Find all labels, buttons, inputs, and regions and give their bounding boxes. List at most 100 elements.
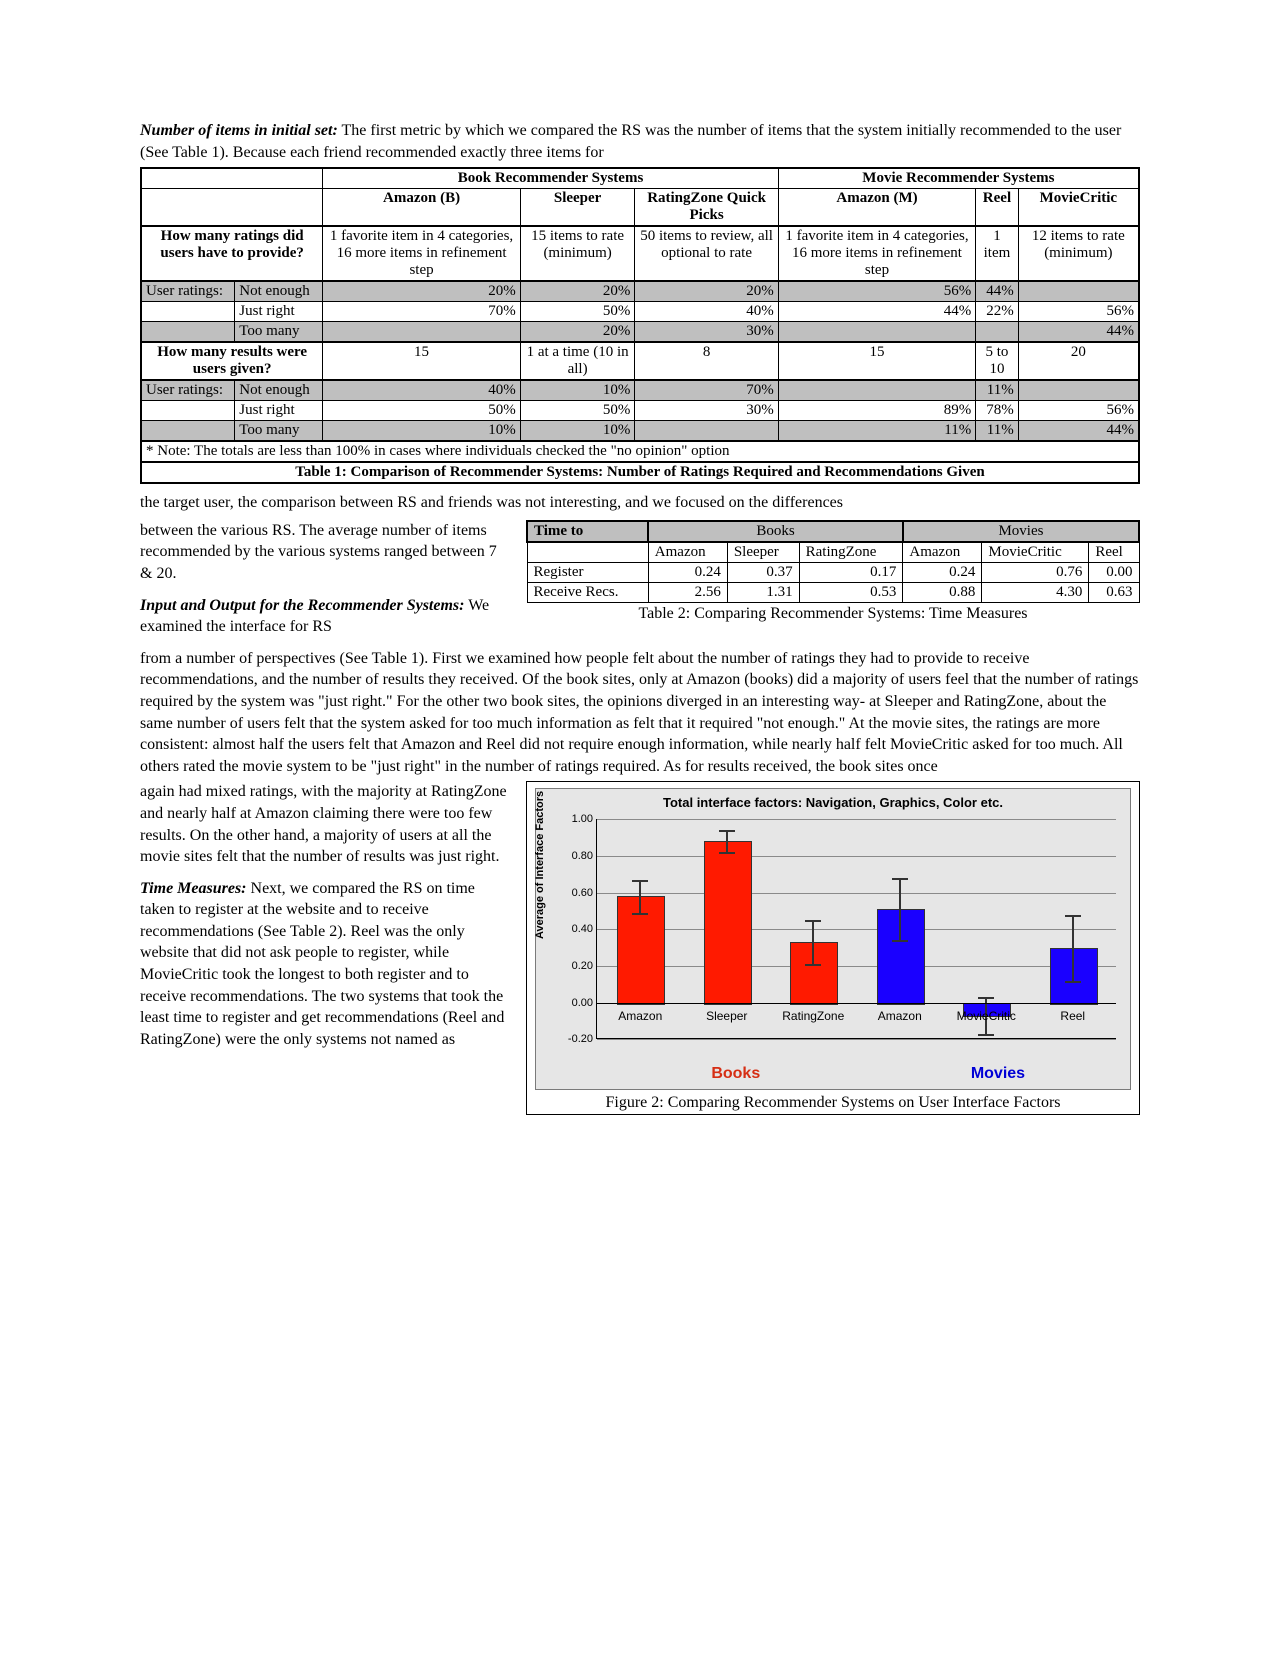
t2-col: Amazon [648,542,727,563]
t1-val [323,322,520,343]
t1-val: 70% [635,380,778,401]
t1-val: 44% [1018,322,1139,343]
chart-xtick: Sleeper [706,1009,747,1023]
t2-val: 0.24 [903,562,982,582]
t1-urlabel2: User ratings: [141,380,235,401]
chart-ytick: 0.60 [555,887,593,899]
t1-val: 50% [323,401,520,421]
mid-p1-full: the target user, the comparison between … [140,492,1140,514]
t1-val: 20% [635,281,778,302]
t1-q2val: 15 [323,342,520,380]
chart-xtick: Amazon [618,1009,662,1023]
t2-val: 0.76 [982,562,1089,582]
t2-val: 0.24 [648,562,727,582]
t1-val: 89% [778,401,975,421]
chart-bar [704,841,752,1004]
t1-val: 20% [520,281,635,302]
chart-bar [790,942,838,1005]
t2-col: RatingZone [799,542,903,563]
chart-ytick: 0.00 [555,997,593,1009]
t1-val: 30% [635,401,778,421]
t1-q2val: 8 [635,342,778,380]
t1-caption: Table 1: Comparison of Recommender Syste… [141,462,1139,483]
t1-q1val: 1 favorite item in 4 categories, 16 more… [323,226,520,281]
body2: from a number of perspectives (See Table… [140,648,1140,778]
t1-r2b-label: Just right [235,401,323,421]
t1-col: Amazon (B) [323,189,520,227]
t1-val: 50% [520,302,635,322]
t2-g2: Movies [903,521,1139,542]
t2-val: 0.00 [1089,562,1139,582]
t1-val: 11% [976,380,1018,401]
t2-val: 4.30 [982,582,1089,602]
t1-q1val: 15 items to rate (minimum) [520,226,635,281]
t1-q2val: 15 [778,342,975,380]
t1-val: 40% [635,302,778,322]
t1-val: 10% [520,380,635,401]
chart-xtick: MovieCritic [957,1009,1016,1023]
t1-val [635,421,778,442]
t1-r1a-label: Not enough [235,281,323,302]
t2-r0-label: Register [527,562,648,582]
t1-val [778,380,975,401]
t1-r2a-label: Not enough [235,380,323,401]
t1-q2val: 5 to 10 [976,342,1018,380]
intro-head: Number of items in initial set: [140,122,338,139]
t1-val: 44% [1018,421,1139,442]
t1-val: 40% [323,380,520,401]
t2-val: 0.17 [799,562,903,582]
t1-val: 70% [323,302,520,322]
t1-val [976,322,1018,343]
t1-col: Amazon (M) [778,189,975,227]
t2-r1-label: Receive Recs. [527,582,648,602]
table-1: Book Recommender Systems Movie Recommend… [140,167,1140,484]
chart-xtick: Amazon [878,1009,922,1023]
t1-r1b-label: Just right [235,302,323,322]
body3: again had mixed ratings, with the majori… [140,781,510,867]
chart-ytick: 0.80 [555,850,593,862]
chart-ytick: -0.20 [555,1033,593,1045]
t1-col: Sleeper [520,189,635,227]
t1-q1val: 50 items to review, all optional to rate [635,226,778,281]
t1-urlabel: User ratings: [141,281,235,302]
t2-val: 2.56 [648,582,727,602]
figure-2: Total interface factors: Navigation, Gra… [526,781,1140,1115]
t1-col: RatingZone Quick Picks [635,189,778,227]
chart-title: Total interface factors: Navigation, Gra… [536,795,1130,810]
t1-q2: How many results were users given? [141,342,323,380]
table-2: Time to Books Movies AmazonSleeperRating… [526,520,1140,603]
t1-val: 30% [635,322,778,343]
t2-val: 0.63 [1089,582,1139,602]
fig2-caption: Figure 2: Comparing Recommender Systems … [535,1094,1131,1112]
t2-caption: Table 2: Comparing Recommender Systems: … [526,605,1140,623]
body4-head: Time Measures: [140,880,247,897]
body4: Next, we compared the RS on time taken t… [140,880,504,1048]
t1-col: MovieCritic [1018,189,1139,227]
t2-val: 1.31 [727,582,799,602]
mid-p2-head: Input and Output for the Recommender Sys… [140,597,464,614]
intro-para: Number of items in initial set: The firs… [140,120,1140,163]
chart-xtick: RatingZone [782,1009,844,1023]
t1-val: 22% [976,302,1018,322]
t2-rowhead: Time to [527,521,648,542]
t1-val: 56% [1018,401,1139,421]
t2-col: Reel [1089,542,1139,563]
t1-val: 20% [323,281,520,302]
chart-bar [1050,948,1098,1005]
t1-q1: How many ratings did users have to provi… [141,226,323,281]
t1-q1val: 1 item [976,226,1018,281]
t1-q2val: 1 at a time (10 in all) [520,342,635,380]
t1-val: 56% [778,281,975,302]
t1-val: 78% [976,401,1018,421]
t2-col: Amazon [903,542,982,563]
chart-ytick: 0.20 [555,960,593,972]
t1-note: * Note: The totals are less than 100% in… [141,441,1139,462]
t2-col: Sleeper [727,542,799,563]
t1-val [1018,380,1139,401]
chart-bar [877,909,925,1005]
t2-g1: Books [648,521,903,542]
t1-col: Reel [976,189,1018,227]
t1-val: 11% [778,421,975,442]
t1-val: 11% [976,421,1018,442]
t1-val: 56% [1018,302,1139,322]
